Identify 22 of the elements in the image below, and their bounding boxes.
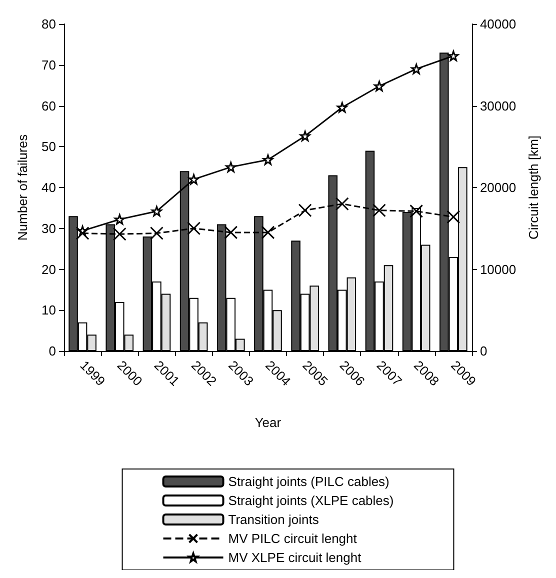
y2-tick-label: 10000: [480, 262, 516, 277]
y-tick-label: 10: [42, 302, 56, 318]
y2-tick-label: 20000: [480, 180, 516, 195]
y-tick-label: 70: [42, 57, 56, 72]
legend-label: MV PILC circuit lenght: [228, 531, 358, 546]
y-tick-label: 60: [42, 98, 56, 114]
y-tick-label: 20: [42, 262, 56, 277]
legend-label: MV XLPE circuit lenght: [228, 550, 362, 565]
legend-label: Straight joints (XLPE cables): [228, 493, 394, 508]
legend-label: Straight joints (PILC cables): [228, 474, 390, 489]
y2-tick-label: 40000: [480, 16, 516, 32]
y-tick-label: 30: [42, 220, 56, 236]
y2-tick-label: 30000: [480, 98, 516, 114]
y2-tick-label: 0: [480, 344, 488, 358]
y-tick-label: 0: [48, 344, 56, 358]
y-tick-label: 40: [42, 180, 56, 195]
y-tick-label: 50: [42, 139, 56, 154]
y2-axis-title: Circuit length [km]: [526, 135, 541, 240]
y-axis-title: Number of failures: [15, 134, 30, 241]
legend-label: Transition joints: [228, 512, 320, 527]
y-tick-label: 80: [42, 16, 56, 32]
x-axis-title: Year: [254, 415, 282, 430]
